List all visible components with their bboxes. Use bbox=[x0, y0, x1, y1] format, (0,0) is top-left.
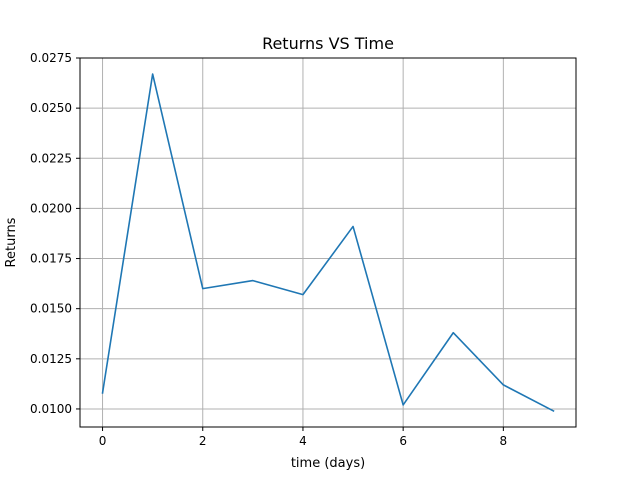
series-line bbox=[101, 73, 555, 413]
y-tick-label: 0.0250 bbox=[30, 101, 72, 115]
series-layer bbox=[101, 73, 555, 413]
y-tick-label: 0.0175 bbox=[30, 252, 72, 266]
x-tick-label: 0 bbox=[99, 434, 107, 448]
x-tick-label: 2 bbox=[199, 434, 207, 448]
y-axis-label: Returns bbox=[4, 217, 19, 267]
axis-ticks: 0 2 4 6 8 0.0100 0.0125 0.0150 0.0175 0.0200 0.022… bbox=[30, 51, 507, 448]
y-tick-label: 0.0275 bbox=[30, 51, 72, 65]
x-tick-label: 8 bbox=[500, 434, 508, 448]
y-tick-label: 0.0200 bbox=[30, 201, 72, 215]
y-tick-label: 0.0100 bbox=[30, 402, 72, 416]
y-tick-label: 0.0225 bbox=[30, 151, 72, 165]
x-tick-label: 6 bbox=[399, 434, 407, 448]
x-axis-label: time (days) bbox=[291, 456, 365, 471]
grid bbox=[80, 57, 576, 427]
y-tick-label: 0.0150 bbox=[30, 302, 72, 316]
chart-title: Returns VS Time bbox=[262, 34, 394, 53]
x-tick-label: 4 bbox=[299, 434, 307, 448]
y-tick-label: 0.0125 bbox=[30, 352, 72, 366]
plot-frame bbox=[79, 57, 577, 428]
